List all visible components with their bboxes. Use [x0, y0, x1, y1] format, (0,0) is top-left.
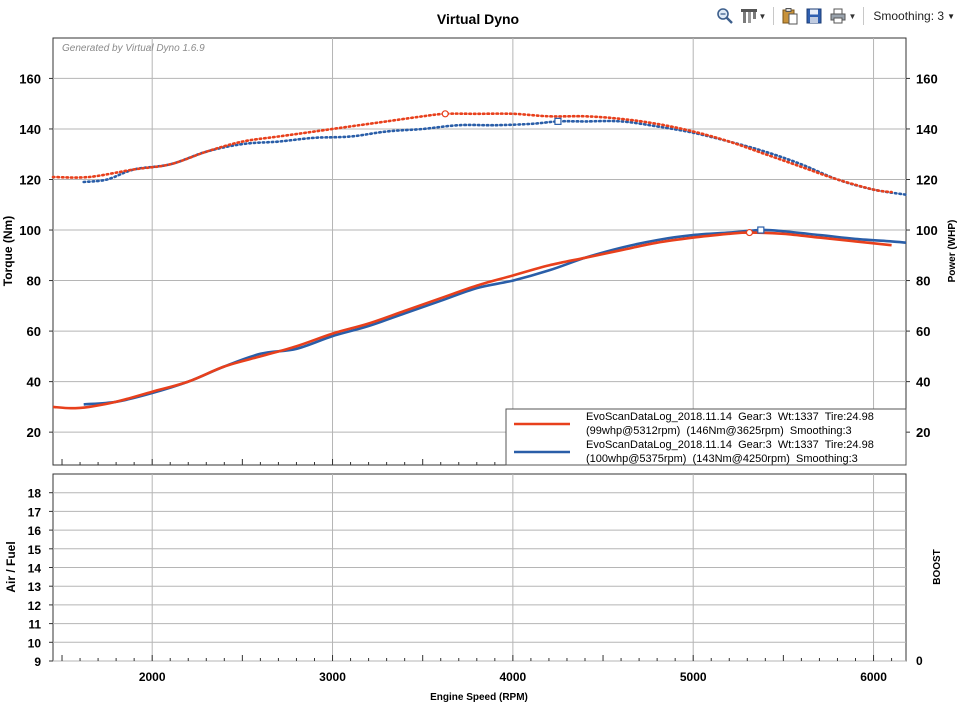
chart-title: Virtual Dyno: [437, 11, 519, 27]
bottom-plot-panel: 9 10 11 12 13 14 15 16 17 18 0 2000 3000 4000 5000 60…: [4, 473, 943, 703]
power-tick-label: 160: [916, 71, 938, 86]
peak-power-marker-blue: [757, 226, 765, 234]
rpm-tick-label: 5000: [680, 670, 707, 684]
power-tick-label: 120: [916, 172, 938, 187]
x-axis-label: Engine Speed (RPM): [430, 692, 528, 703]
top-plot-area: [52, 37, 907, 466]
rpm-tick-label: 4000: [500, 670, 527, 684]
legend-box: [505, 408, 907, 466]
rpm-tick-label: 3000: [319, 670, 346, 684]
clipboard-icon[interactable]: [779, 5, 801, 27]
zoom-icon[interactable]: [714, 5, 736, 27]
power-tick-label: 80: [916, 274, 930, 289]
air-fuel-tick-label: 13: [28, 580, 42, 594]
legend-entry-1-line-2: (99whp@5312rpm) (146Nm@3625rpm) Smoothin…: [586, 425, 852, 437]
air-fuel-tick-label: 10: [28, 636, 42, 650]
boost-axis-label: BOOST: [932, 549, 943, 585]
rpm-tick-label: 2000: [139, 670, 166, 684]
legend-entry-2-line-2: (100whp@5375rpm) (143Nm@4250rpm) Smoothi…: [586, 453, 858, 465]
print-icon[interactable]: [827, 5, 849, 27]
air-fuel-tick-label: 9: [34, 655, 41, 669]
toolbar-divider: [863, 7, 865, 25]
air-fuel-tick-label: 12: [28, 599, 42, 613]
torque-tick-label: 100: [19, 223, 41, 238]
torque-axis-label: Torque (Nm): [1, 216, 15, 286]
boost-tick-label: 0: [916, 654, 923, 668]
print-dropdown-icon[interactable]: ▼: [848, 11, 857, 21]
air-fuel-tick-label: 15: [28, 543, 42, 557]
legend-entry-2-line-1: EvoScanDataLog_2018.11.14 Gear:3 Wt:1337…: [586, 439, 874, 451]
top-plot-panel: 20 40 60 80 100 120 140 160 20 40 60 80 100 120 140 16…: [1, 37, 958, 466]
torque-tick-label: 80: [27, 274, 41, 289]
rpm-tick-label: 6000: [860, 670, 887, 684]
air-fuel-tick-label: 17: [28, 505, 42, 519]
power-tick-label: 40: [916, 375, 930, 390]
peak-power-marker-red: [745, 228, 754, 237]
torque-tick-label: 140: [19, 122, 41, 137]
power-tick-label: 140: [916, 122, 938, 137]
legend-entry-1-line-1: EvoScanDataLog_2018.11.14 Gear:3 Wt:1337…: [586, 411, 874, 423]
smoothing-dropdown[interactable]: Smoothing: 3 ▼: [869, 9, 959, 23]
torque-tick-label: 20: [27, 425, 41, 440]
power-tick-label: 60: [916, 324, 930, 339]
tools-dropdown-icon[interactable]: ▼: [758, 11, 767, 21]
tools-icon[interactable]: [738, 5, 760, 27]
air-fuel-tick-label: 16: [28, 524, 42, 538]
watermark: Generated by Virtual Dyno 1.6.9: [62, 43, 205, 54]
torque-tick-label: 40: [27, 375, 41, 390]
peak-torque-marker-red: [441, 110, 449, 118]
air-fuel-axis-label: Air / Fuel: [4, 541, 18, 592]
torque-line-red: [51, 112, 893, 194]
air-fuel-tick-label: 14: [28, 562, 42, 576]
toolbar: ▼ ▼ Smoothing: 3 ▼: [714, 4, 959, 28]
torque-tick-label: 160: [19, 71, 41, 86]
torque-tick-label: 60: [27, 324, 41, 339]
toolbar-divider: [773, 7, 775, 25]
legend: EvoScanDataLog_2018.11.14 Gear:3 Wt:1337…: [505, 408, 907, 466]
smoothing-label: Smoothing: 3: [873, 9, 945, 23]
power-axis-label: Power (WHP): [947, 220, 958, 283]
torque-tick-label: 120: [19, 172, 41, 187]
peak-torque-marker-blue: [554, 117, 562, 125]
chevron-down-icon: ▼: [947, 11, 955, 21]
air-fuel-tick-label: 11: [28, 618, 41, 632]
power-tick-label: 100: [916, 223, 938, 238]
save-icon[interactable]: [803, 5, 825, 27]
power-tick-label: 20: [916, 425, 930, 440]
air-fuel-tick-label: 18: [28, 487, 42, 501]
